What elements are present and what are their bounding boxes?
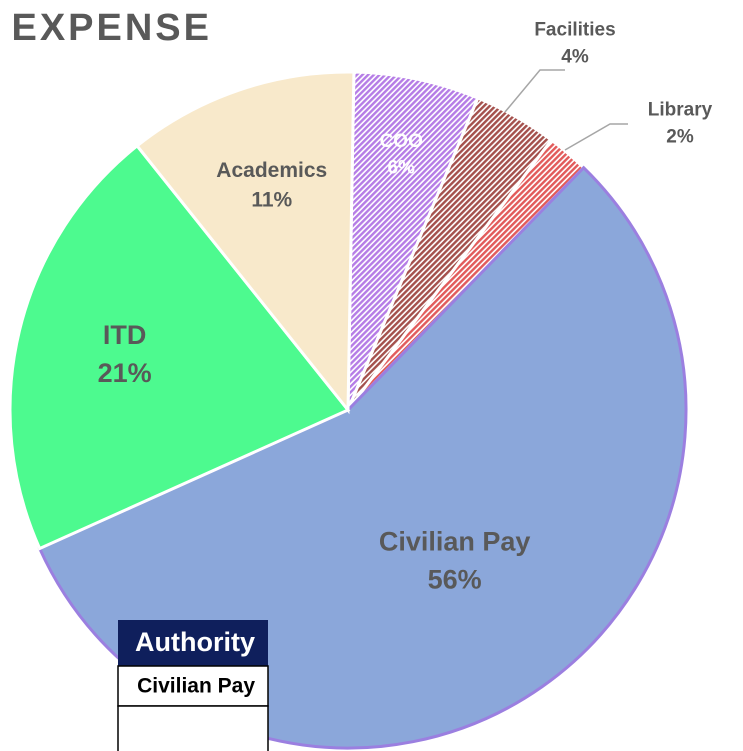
pie-slice xyxy=(8,143,351,551)
slice-value-label: 4% xyxy=(561,46,589,67)
pie-slice xyxy=(135,70,356,415)
table-cell xyxy=(117,665,269,707)
table-header-cell xyxy=(118,620,268,666)
slice-value-label: 2% xyxy=(666,126,694,147)
slice-label: Facilities xyxy=(534,20,615,41)
table: Authority Civilian Pay xyxy=(117,620,269,751)
slice-label: Academics xyxy=(216,159,327,182)
pie xyxy=(8,70,688,750)
leader-line xyxy=(564,123,628,151)
table-header: Authority xyxy=(135,627,255,657)
leader-line xyxy=(504,69,565,113)
slice-value-label: 21% xyxy=(98,358,152,388)
labels: COO 6% Facilities 4% Library 2% Civilian Pay 56… xyxy=(98,20,713,595)
table-row: Civilian Pay xyxy=(137,675,255,698)
slice-label: Civilian Pay xyxy=(379,527,531,557)
table-cell xyxy=(117,705,269,751)
slice-value-label: 6% xyxy=(387,158,415,179)
slice-value-label: 56% xyxy=(428,564,482,594)
slice-label: COO xyxy=(380,131,423,152)
pie-slice xyxy=(346,70,480,411)
slice-label: ITD xyxy=(103,320,147,350)
slice-label: Library xyxy=(648,100,713,121)
chart-title: EXPENSE xyxy=(11,7,212,49)
slice-value-label: 11% xyxy=(251,188,292,211)
